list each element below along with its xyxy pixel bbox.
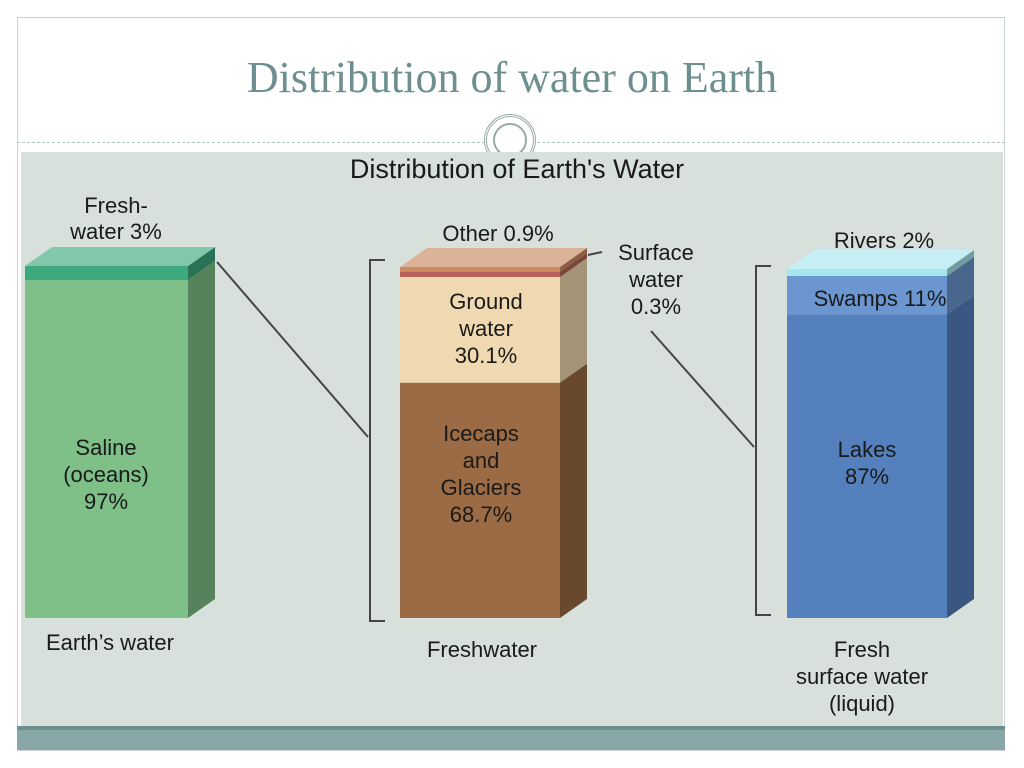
segment-side-1-0 bbox=[560, 363, 587, 618]
slide-footer-band bbox=[17, 726, 1005, 750]
label-ground-water: Ground water 30.1% bbox=[449, 289, 522, 368]
segment-front-2-2 bbox=[787, 269, 947, 276]
bracket-surface-water bbox=[755, 265, 771, 616]
chart-marks: Saline (oceans) 97% Fresh-water 3% Earth’s w… bbox=[25, 193, 974, 716]
label-fresh-water: Fresh-water 3% bbox=[69, 193, 162, 244]
segment-front-0-1 bbox=[25, 266, 188, 280]
segment-front-2-1 bbox=[787, 276, 947, 315]
column-top-0 bbox=[25, 247, 215, 266]
segment-side-1-1 bbox=[560, 258, 587, 383]
segment-side-0-0 bbox=[188, 261, 215, 618]
connector-line-2 bbox=[650, 330, 755, 448]
segment-side-2-0 bbox=[947, 295, 974, 618]
label-swamps: Swamps 11% bbox=[814, 286, 947, 311]
label-other: Other 0.9% bbox=[442, 221, 553, 246]
label-icecaps: Icecaps and Glaciers 68.7% bbox=[441, 421, 522, 527]
segment-side-2-1 bbox=[947, 257, 974, 315]
label-saline: Saline (oceans) 97% bbox=[63, 435, 149, 514]
connector-line-1 bbox=[216, 261, 369, 438]
column-top-2 bbox=[787, 250, 974, 269]
surface-water-leader bbox=[587, 251, 603, 256]
segment-side-1-3 bbox=[560, 248, 587, 272]
segment-front-2-0 bbox=[787, 314, 947, 618]
segment-side-1-2 bbox=[560, 253, 587, 277]
bracket-freshwater bbox=[369, 259, 385, 622]
label-surface-water: Surface water 0.3% bbox=[618, 240, 694, 319]
label-fresh-surface-water: Fresh surface water (liquid) bbox=[796, 637, 928, 716]
chart-title: Distribution of Earth's Water bbox=[350, 154, 684, 184]
label-freshwater: Freshwater bbox=[427, 637, 537, 662]
segment-front-1-3 bbox=[400, 267, 560, 272]
column-top-1 bbox=[400, 248, 587, 267]
segment-side-0-1 bbox=[188, 247, 215, 280]
segment-front-1-1 bbox=[400, 277, 560, 383]
label-lakes: Lakes 87% bbox=[838, 437, 897, 489]
segment-side-2-2 bbox=[947, 250, 974, 276]
label-rivers: Rivers 2% bbox=[834, 228, 934, 253]
label-earths-water: Earth’s water bbox=[46, 630, 174, 655]
slide-title: Distribution of water on Earth bbox=[246, 53, 778, 102]
slide-frame bbox=[17, 17, 1005, 751]
segment-front-1-2 bbox=[400, 272, 560, 277]
segment-front-1-0 bbox=[400, 382, 560, 618]
segment-front-0-0 bbox=[25, 280, 188, 618]
